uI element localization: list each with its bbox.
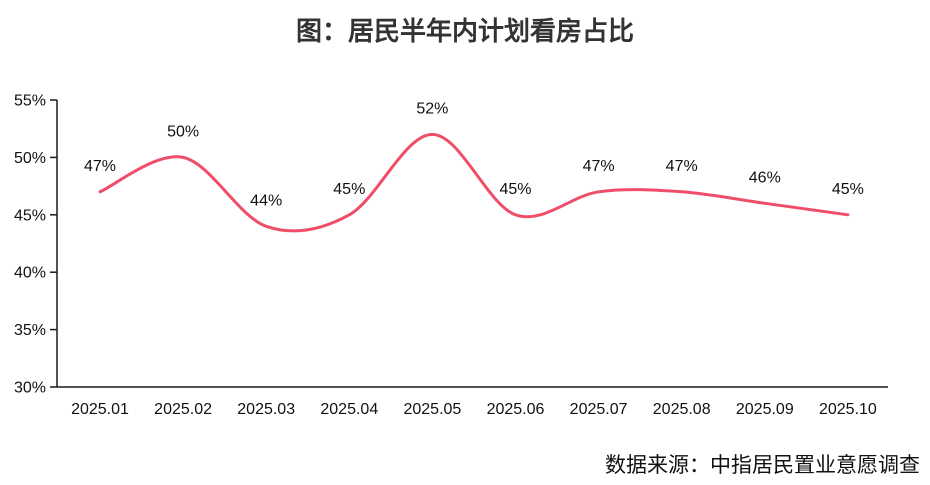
y-tick-label: 35% xyxy=(14,322,46,339)
x-tick-label: 2025.09 xyxy=(736,401,794,418)
x-tick-label: 2025.08 xyxy=(653,401,711,418)
y-tick-label: 55% xyxy=(14,93,46,110)
data-label: 50% xyxy=(167,123,199,140)
x-tick-label: 2025.02 xyxy=(154,401,212,418)
data-label: 46% xyxy=(749,169,781,186)
x-tick-label: 2025.10 xyxy=(819,401,877,418)
x-tick-label: 2025.05 xyxy=(403,401,461,418)
data-label: 52% xyxy=(416,100,448,117)
data-label: 47% xyxy=(84,158,116,175)
x-tick-label: 2025.07 xyxy=(570,401,628,418)
source-note: 数据来源：中指居民置业意愿调查 xyxy=(605,454,920,477)
x-tick-label: 2025.01 xyxy=(71,401,129,418)
x-tick-label: 2025.04 xyxy=(320,401,378,418)
data-label: 45% xyxy=(333,181,365,198)
y-tick-label: 50% xyxy=(14,150,46,167)
y-tick-label: 40% xyxy=(14,265,46,282)
y-tick-label: 45% xyxy=(14,207,46,224)
x-tick-label: 2025.06 xyxy=(487,401,545,418)
data-label: 45% xyxy=(832,181,864,198)
data-label: 45% xyxy=(499,181,531,198)
data-label: 44% xyxy=(250,192,282,209)
chart-title: 图：居民半年内计划看房占比 xyxy=(295,16,634,46)
x-tick-label: 2025.03 xyxy=(237,401,295,418)
y-tick-label: 30% xyxy=(14,380,46,397)
line-chart: 55% 50% 45% 40% 35% 30% 2025.01 2025.02 2025.03 2… xyxy=(14,93,888,418)
data-label: 47% xyxy=(583,158,615,175)
series-line xyxy=(98,132,850,233)
data-label: 47% xyxy=(666,158,698,175)
